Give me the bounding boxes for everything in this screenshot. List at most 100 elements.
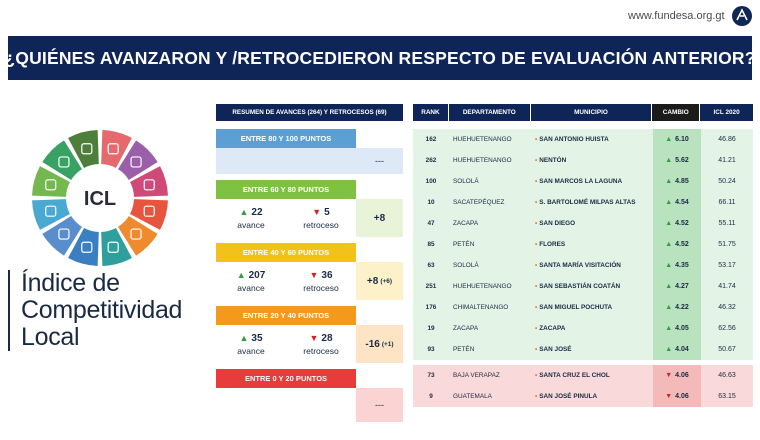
- rank-cell: 162: [425, 136, 437, 143]
- change-value: 4.52: [675, 220, 689, 227]
- setback-stat: ▼ 28 retroceso: [286, 325, 356, 363]
- band-40-60: ENTRE 40 Y 60 PUNTOS: [216, 243, 356, 262]
- change-cell: ▲ 4.27: [653, 276, 701, 297]
- icl-cell: 46.32: [718, 304, 736, 311]
- rank-cell: 262: [425, 157, 437, 164]
- arrow-up-icon: ▲: [665, 157, 673, 164]
- arrow-down-icon: ▼: [309, 269, 319, 280]
- icl-cell: 46.86: [718, 136, 736, 143]
- rank-cell: 19: [427, 325, 435, 332]
- icl-cell: 53.17: [718, 262, 736, 269]
- brand-line-2: Competitividad: [21, 296, 183, 324]
- net-extra: (+6): [380, 277, 393, 285]
- change-cell: ▲ 4.05: [653, 318, 701, 339]
- icl-cell: 41.74: [718, 283, 736, 290]
- band-80-100: ENTRE 80 Y 100 PUNTOS: [216, 129, 356, 148]
- icl-logo-text: ICL: [84, 188, 116, 210]
- advance-stat: ▲ 22 avance: [216, 199, 286, 237]
- bullet-icon: •: [535, 136, 538, 143]
- rank-cell: 47: [427, 220, 435, 227]
- icl-cell: 55.11: [718, 220, 736, 227]
- band-0-20-net: ---: [356, 388, 403, 422]
- advance-label: avance: [237, 282, 265, 293]
- bullet-icon: •: [535, 220, 538, 227]
- municipality-name: ZACAPA: [539, 325, 566, 332]
- advance-stat: ▲ 207 avance: [216, 262, 286, 300]
- wheel-center: [68, 166, 132, 230]
- arrow-up-icon: ▲: [665, 325, 673, 332]
- municipality-name: SAN MIGUEL POCHUTA: [539, 304, 613, 311]
- arrow-up-icon: ▲: [239, 206, 249, 217]
- rank-cell: 100: [425, 178, 437, 185]
- setback-label: retroceso: [303, 345, 339, 356]
- band-20-40: ENTRE 20 Y 40 PUNTOS: [216, 306, 356, 325]
- municipality-name: SAN JOSÉ PINULA: [539, 393, 598, 400]
- icl-cell: 63.15: [718, 393, 736, 400]
- setback-label: retroceso: [303, 282, 339, 293]
- summary-panel: RESUMEN DE AVANCES (264) Y RETROCESOS (6…: [216, 104, 403, 422]
- wheel-segment: [42, 140, 82, 180]
- municipality-cell: • SAN DIEGO: [531, 220, 653, 227]
- arrow-up-icon: ▲: [665, 220, 673, 227]
- icl-cell: 41.21: [718, 157, 736, 164]
- rank-cell: 63: [427, 262, 435, 269]
- col-icl-header: ICL 2020: [700, 104, 753, 121]
- wheel-segment: [68, 228, 99, 266]
- municipality-cell: • ZACAPA: [531, 325, 653, 332]
- summary-header: RESUMEN DE AVANCES (264) Y RETROCESOS (6…: [216, 104, 403, 121]
- change-value: 4.06: [675, 372, 689, 379]
- arrow-up-icon: ▲: [665, 199, 673, 206]
- page-title: ¿QUIÉNES AVANZARON Y /RETROCEDIERON RESP…: [4, 47, 756, 68]
- department-cell: ZACAPA: [453, 220, 479, 227]
- table-row: 251 HUEHUETENANGO • SAN SEBASTIÁN COATÁN ▲ 4.…: [413, 276, 753, 297]
- change-value: 4.22: [675, 304, 689, 311]
- municipality-name: SANTA MARÍA VISITACIÓN: [539, 262, 621, 269]
- municipality-name: SANTA CRUZ EL CHOL: [539, 372, 610, 379]
- site-url[interactable]: www.fundesa.org.gt: [628, 10, 725, 22]
- arrow-up-icon: ▲: [665, 346, 673, 353]
- icl-cell: 51.75: [718, 241, 736, 248]
- pillar-icon: [58, 156, 70, 168]
- band-60-80-body: ▲ 22 avance ▼ 5 retroceso +8: [216, 199, 403, 237]
- rank-cell: 10: [427, 199, 435, 206]
- municipality-cell: • SANTA MARÍA VISITACIÓN: [531, 262, 653, 269]
- change-value: 4.04: [675, 346, 689, 353]
- arrow-up-icon: ▲: [665, 262, 673, 269]
- icl-cell: 46.63: [718, 372, 736, 379]
- arrow-up-icon: ▲: [236, 269, 246, 280]
- municipality-name: S. BARTOLOMÉ MILPAS ALTAS: [539, 199, 636, 206]
- pillar-icon: [45, 205, 57, 217]
- change-value: 4.05: [675, 325, 689, 332]
- municipality-cell: • SAN MIGUEL POCHUTA: [531, 304, 653, 311]
- setback-stat: ▼ 5 retroceso: [286, 199, 356, 237]
- change-value: 4.27: [675, 283, 689, 290]
- fundesa-logo-icon: [732, 6, 752, 26]
- table-row: 47 ZACAPA • SAN DIEGO ▲ 4.52 55.11: [413, 213, 753, 234]
- advance-label: avance: [237, 345, 265, 356]
- municipality-name: SAN DIEGO: [539, 220, 576, 227]
- rank-cell: 251: [425, 283, 437, 290]
- table-body-advances: 162 HUEHUETENANGO • SAN ANTONIO HUISTA ▲ 6.10…: [413, 129, 753, 360]
- band-0-20: ENTRE 0 Y 20 PUNTOS: [216, 369, 356, 388]
- pillar-icon: [130, 156, 142, 168]
- wheel-segment: [101, 228, 132, 266]
- bullet-icon: •: [535, 241, 538, 248]
- rank-cell: 85: [427, 241, 435, 248]
- table-body-setbacks: 73 BAJA VERAPAZ • SANTA CRUZ EL CHOL ▼ 4.06 46…: [413, 365, 753, 407]
- department-cell: BAJA VERAPAZ: [453, 372, 500, 379]
- col-department-header: DEPARTAMENTO: [448, 104, 530, 121]
- icl-cell: 66.11: [718, 199, 736, 206]
- municipality-cell: • SAN MARCOS LA LAGUNA: [531, 178, 653, 185]
- wheel-segment: [118, 140, 158, 180]
- wheel-segment: [32, 166, 70, 197]
- change-cell: ▲ 4.54: [653, 192, 701, 213]
- change-value: 4.52: [675, 241, 689, 248]
- net-change: +8: [356, 199, 403, 237]
- pillar-icon: [81, 241, 93, 253]
- department-cell: SOLOLÁ: [453, 262, 479, 269]
- change-value: 4.06: [675, 393, 689, 400]
- col-change-header: CAMBIO: [652, 104, 700, 121]
- advance-count: 35: [251, 332, 263, 344]
- department-cell: SACATEPÉQUEZ: [453, 199, 505, 206]
- department-cell: HUEHUETENANGO: [453, 283, 512, 290]
